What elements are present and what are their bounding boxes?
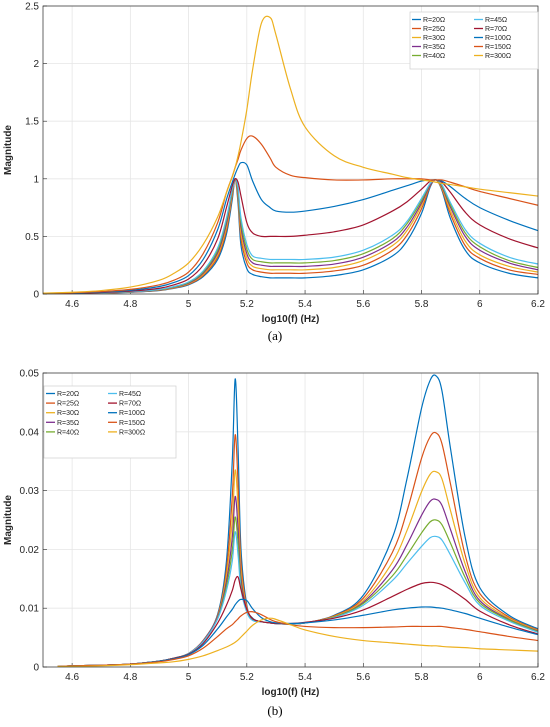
chart-b: 4.6 4.8 5 5.2 5.4 5.6 5.8 6 6.2 0 0.01 0.02 0.03 0.04… — [3, 369, 545, 719]
legend-label: R=150Ω — [485, 44, 511, 51]
x-tick-label: 5.4 — [298, 299, 312, 310]
legend-label: R=25Ω — [423, 26, 445, 33]
y-axis-label: Magnitude — [3, 125, 14, 175]
x-tick-label: 6.2 — [531, 299, 545, 310]
x-tick-label: 4.6 — [65, 672, 79, 683]
legend-label: R=35Ω — [423, 44, 445, 51]
legend-label: R=30Ω — [57, 410, 79, 417]
x-tick-label: 5.6 — [356, 299, 370, 310]
series-line-r300 — [57, 617, 538, 667]
x-tick-label: 5 — [186, 672, 192, 683]
y-tick-label: 0.01 — [20, 604, 40, 615]
legend-label: R=45Ω — [119, 391, 141, 398]
x-tick-label: 5.2 — [240, 672, 254, 683]
legend-label: R=300Ω — [119, 429, 145, 436]
axes-frame — [42, 5, 539, 295]
x-tick-label: 4.8 — [123, 672, 137, 683]
legend-label: R=45Ω — [485, 17, 507, 24]
x-tick-label: 4.6 — [65, 299, 79, 310]
x-tick-label: 4.8 — [123, 299, 137, 310]
series-line-r150 — [57, 610, 538, 667]
x-tick-label: 5.8 — [415, 672, 429, 683]
series-group — [43, 15, 538, 294]
series-line-r300 — [43, 15, 538, 294]
chart-a: 4.6 4.8 5 5.2 5.4 5.6 5.8 6 6.2 0 0.5 1 1.5 2 2.5 log10… — [3, 2, 545, 344]
legend-label: R=35Ω — [57, 420, 79, 427]
legend-label: R=40Ω — [423, 53, 445, 60]
legend-label: R=25Ω — [57, 401, 79, 408]
legend-label: R=70Ω — [119, 401, 141, 408]
legend-label: R=40Ω — [57, 429, 79, 436]
panel-label: (a) — [268, 328, 282, 343]
y-axis-label: Magnitude — [3, 495, 14, 545]
y-tick-label: 0.04 — [20, 427, 40, 438]
x-axis-label: log10(f) (Hz) — [262, 314, 320, 325]
x-tick-label: 5.6 — [356, 672, 370, 683]
legend-label: R=150Ω — [119, 420, 145, 427]
series-group — [57, 374, 538, 667]
legend-label: R=300Ω — [485, 53, 511, 60]
x-tick-label: 5 — [186, 299, 192, 310]
y-tick-label: 2 — [33, 59, 39, 70]
legend-box — [409, 11, 539, 70]
legend-label: R=20Ω — [423, 17, 445, 24]
legend-label: R=30Ω — [423, 35, 445, 42]
axes-frame — [42, 372, 539, 668]
y-tick-label: 0.5 — [25, 232, 39, 243]
y-tick-label: 2.5 — [25, 2, 39, 13]
y-tick-label: 1 — [33, 174, 39, 185]
panel-label: (b) — [267, 703, 282, 718]
x-axis-label: log10(f) (Hz) — [262, 687, 320, 698]
x-tick-label: 6 — [477, 672, 483, 683]
series-line-r100 — [57, 598, 538, 667]
legend-label: R=100Ω — [485, 35, 511, 42]
y-tick-label: 0 — [33, 663, 39, 674]
x-tick-label: 5.2 — [240, 299, 254, 310]
legend-label: R=70Ω — [485, 26, 507, 33]
x-tick-label: 5.8 — [415, 299, 429, 310]
x-tick-label: 6.2 — [531, 672, 545, 683]
y-tick-label: 0.03 — [20, 486, 40, 497]
x-tick-label: 5.4 — [298, 672, 312, 683]
legend-label: R=20Ω — [57, 391, 79, 398]
y-tick-label: 1.5 — [25, 117, 39, 128]
series-line-r150 — [43, 135, 538, 294]
legend-label: R=100Ω — [119, 410, 145, 417]
x-tick-label: 6 — [477, 299, 483, 310]
y-tick-label: 0.02 — [20, 545, 40, 556]
y-tick-label: 0.05 — [20, 369, 40, 380]
y-tick-label: 0 — [33, 290, 39, 301]
